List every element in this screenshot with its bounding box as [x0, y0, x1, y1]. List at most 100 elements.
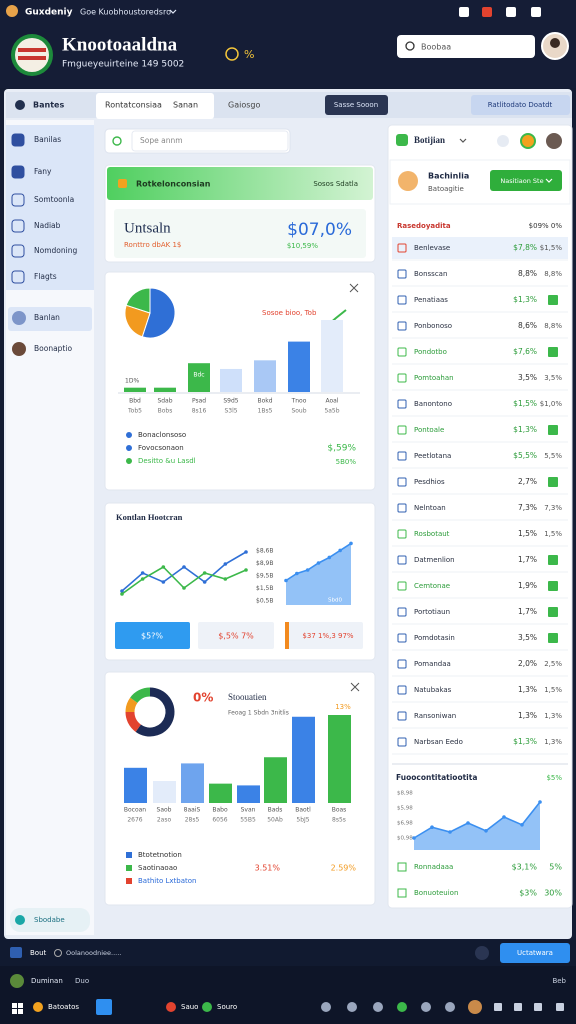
- label: 5,5%: [544, 452, 562, 460]
- taskbar-item[interactable]: Batoatos: [48, 1003, 79, 1011]
- menu[interactable]: Goe Kuobhoustoredsro: [80, 8, 171, 17]
- status-button[interactable]: [500, 943, 570, 963]
- start-icon[interactable]: [12, 1009, 17, 1014]
- profile-image: [398, 171, 418, 191]
- action-button[interactable]: [471, 95, 570, 115]
- start-icon[interactable]: [18, 1003, 23, 1008]
- area: [414, 802, 540, 850]
- label: Fuoocontitatiootita: [396, 773, 477, 782]
- row-label[interactable]: Nelntoan: [414, 504, 446, 512]
- panel-menu[interactable]: Botijian: [414, 135, 445, 145]
- row-label[interactable]: Pomandaa: [414, 660, 451, 668]
- bar: [154, 387, 176, 392]
- nav-item[interactable]: Somtoonla: [34, 195, 74, 204]
- label: Bonaclonsoso: [138, 431, 186, 439]
- row-label[interactable]: Benlevase: [414, 244, 450, 252]
- row-label[interactable]: Ponbonoso: [414, 322, 452, 330]
- label: $10,59%: [287, 242, 318, 250]
- row-label[interactable]: Portotiaun: [414, 608, 450, 616]
- window-icon[interactable]: [482, 7, 492, 17]
- row-label[interactable]: Ransoniwan: [414, 712, 456, 720]
- label: 1,3%: [518, 711, 537, 720]
- window-icon[interactable]: [506, 7, 516, 17]
- row-status: [548, 295, 558, 305]
- label: Svan: [241, 807, 256, 814]
- row-label[interactable]: Narbsan Eedo: [414, 738, 463, 746]
- row-label[interactable]: Pondotbo: [414, 348, 447, 356]
- label: 7,3%: [544, 504, 562, 512]
- row-icon: [397, 269, 407, 279]
- row-label[interactable]: Penatiaas: [414, 296, 448, 304]
- nav-item[interactable]: Nomdoning: [34, 246, 77, 255]
- row-label[interactable]: Pesdhios: [414, 478, 445, 486]
- window-icon[interactable]: [459, 7, 469, 17]
- nav-item[interactable]: Nadiab: [34, 221, 61, 230]
- row-icon: [397, 373, 407, 383]
- label: Bout: [30, 949, 47, 957]
- label: $8,98: [397, 791, 413, 797]
- taskbar-background: [0, 966, 576, 1024]
- card: [104, 502, 376, 661]
- bar: [220, 368, 242, 392]
- row-label[interactable]: Natubakas: [414, 686, 452, 694]
- panel-action: [520, 133, 536, 149]
- row-label[interactable]: Peetlotana: [414, 452, 451, 460]
- label: Bbd: [129, 398, 141, 405]
- tray-icon: [494, 1003, 502, 1011]
- nav-item[interactable]: Banilas: [34, 135, 61, 144]
- user-item[interactable]: Banlan: [34, 313, 60, 322]
- label: $9,5B: [256, 573, 273, 580]
- label: 1D%: [125, 378, 139, 385]
- sidebar-footer[interactable]: [10, 908, 90, 932]
- label: Bathito Lxtbaton: [138, 877, 196, 885]
- row-label[interactable]: Banontono: [414, 400, 452, 408]
- label: 2676: [127, 817, 142, 824]
- logo: [15, 38, 49, 72]
- label: 1,3%: [544, 738, 562, 746]
- tab-pill[interactable]: [325, 95, 388, 115]
- row-label[interactable]: Pontoale: [414, 426, 444, 434]
- bar: [209, 783, 232, 803]
- row-label[interactable]: Cemtonae: [414, 582, 450, 590]
- tray-icon: [321, 1002, 331, 1012]
- user-item[interactable]: Boonaptio: [34, 344, 72, 353]
- taskbar-item[interactable]: Souro: [217, 1003, 237, 1011]
- row-label[interactable]: Pomdotasin: [414, 634, 455, 642]
- row-label[interactable]: Rosbotaut: [414, 530, 450, 538]
- start-icon[interactable]: [12, 1003, 17, 1008]
- row-label[interactable]: Datmenlion: [414, 556, 455, 564]
- nav-item[interactable]: Fany: [34, 167, 52, 176]
- taskbar-item[interactable]: Sauo: [181, 1003, 198, 1011]
- metric-button[interactable]: [115, 622, 190, 649]
- row-icon: [397, 295, 407, 305]
- app-icon[interactable]: [96, 999, 112, 1015]
- pie-slice: [124, 304, 151, 338]
- row-label[interactable]: Bonsscan: [414, 270, 447, 278]
- tab[interactable]: Gaiosgo: [228, 101, 260, 110]
- label: 3.51%: [255, 864, 281, 873]
- row-label[interactable]: Pomtoahan: [414, 374, 454, 382]
- profile-button[interactable]: [490, 170, 562, 191]
- point: [120, 589, 124, 593]
- row-icon: [397, 711, 407, 721]
- label: Sbodabe: [34, 916, 65, 924]
- point: [316, 561, 321, 565]
- row-icon: [397, 425, 407, 435]
- label: Nasitiaon Ste: [500, 177, 543, 185]
- nav-item[interactable]: Flagts: [34, 272, 57, 281]
- row-status: [548, 607, 558, 617]
- active-tab[interactable]: [96, 93, 214, 119]
- start-icon[interactable]: [18, 1009, 23, 1014]
- status-dot: [54, 949, 62, 957]
- window-icon[interactable]: [531, 7, 541, 17]
- status-ring: [225, 47, 239, 61]
- point: [538, 800, 542, 804]
- tab[interactable]: Bantes: [33, 101, 64, 110]
- label: $09% 0%: [529, 222, 563, 230]
- app-icon: [202, 1002, 212, 1012]
- label: $0,5B: [256, 598, 273, 605]
- search-box[interactable]: [397, 35, 535, 58]
- logo-stripe: [18, 56, 46, 60]
- point: [349, 541, 353, 546]
